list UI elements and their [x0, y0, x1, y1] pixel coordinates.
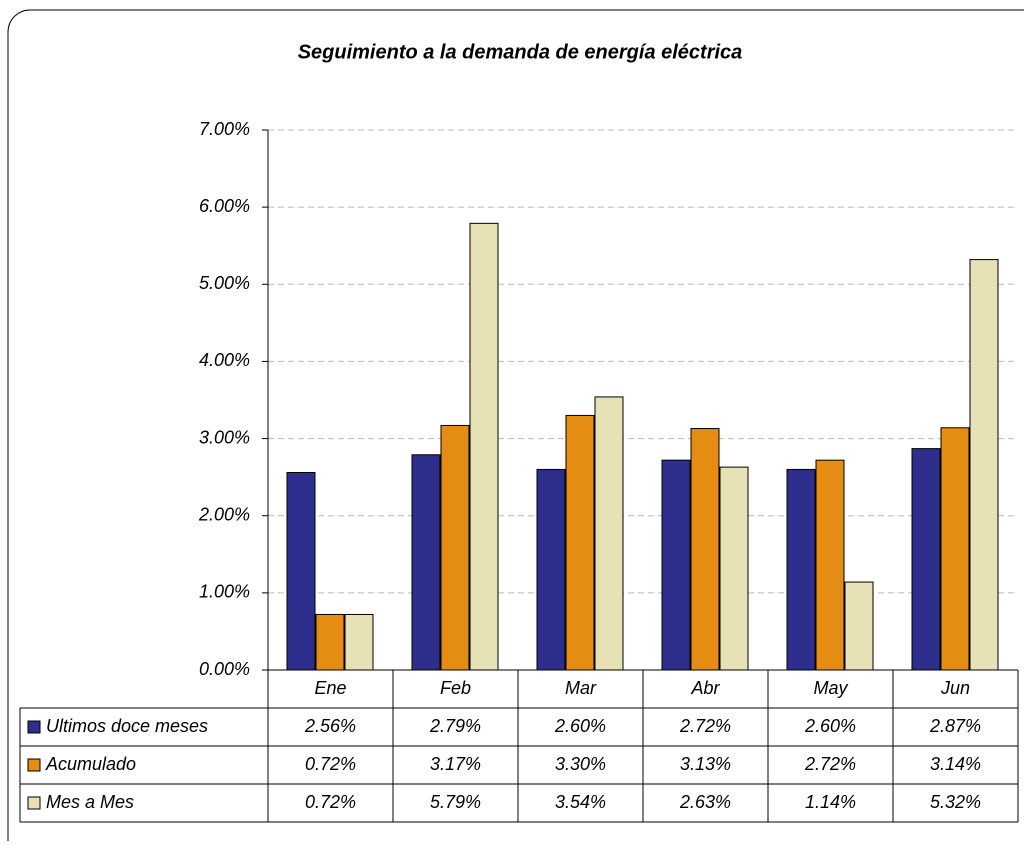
table-value: 5.32%: [930, 792, 981, 812]
legend-swatch: [27, 796, 41, 810]
bar: [594, 396, 624, 671]
y-tick-label: 3.00%: [199, 427, 250, 447]
chart-frame: [7, 9, 1024, 846]
y-tick-label: 0.00%: [199, 659, 250, 679]
x-tick-label: May: [813, 678, 848, 698]
table-value: 1.14%: [805, 792, 856, 812]
bar: [661, 459, 691, 671]
bar: [786, 468, 816, 671]
y-tick-label: 5.00%: [199, 273, 250, 293]
bar: [286, 472, 316, 671]
x-tick-label: Ene: [314, 678, 346, 698]
legend-label: Mes a Mes: [46, 792, 134, 812]
bar: [719, 466, 749, 671]
legend-label: Acumulado: [45, 754, 136, 774]
table-value: 0.72%: [305, 754, 356, 774]
bar: [911, 448, 941, 671]
x-tick-label: Feb: [440, 678, 471, 698]
table-value: 3.30%: [555, 754, 606, 774]
bar: [815, 459, 845, 671]
table-value: 2.56%: [304, 716, 356, 736]
table-value: 3.14%: [930, 754, 981, 774]
x-tick-label: Jun: [940, 678, 970, 698]
y-tick-label: 1.00%: [199, 582, 250, 602]
y-tick-label: 7.00%: [199, 119, 250, 139]
bar: [844, 581, 874, 671]
table-value: 2.60%: [554, 716, 606, 736]
table-value: 0.72%: [305, 792, 356, 812]
table-value: 2.79%: [429, 716, 481, 736]
bar: [315, 613, 345, 671]
bar: [940, 427, 970, 671]
table-value: 2.87%: [929, 716, 981, 736]
table-value: 3.17%: [430, 754, 481, 774]
bar: [969, 259, 999, 671]
legend-label: Ultimos doce meses: [46, 716, 208, 736]
y-tick-label: 4.00%: [199, 350, 250, 370]
bar: [565, 414, 595, 671]
legend-swatch: [27, 720, 41, 734]
legend-swatch: [27, 758, 41, 772]
chart-title: Seguimiento a la demanda de energía eléc…: [298, 41, 743, 63]
table-value: 3.13%: [680, 754, 731, 774]
y-tick-label: 2.00%: [198, 504, 250, 524]
bar: [440, 424, 470, 671]
table-value: 2.60%: [804, 716, 856, 736]
bar: [411, 454, 441, 671]
bar: [469, 222, 499, 671]
y-tick-label: 6.00%: [199, 196, 250, 216]
bar: [536, 468, 566, 671]
table-value: 5.79%: [430, 792, 481, 812]
table-value: 2.63%: [679, 792, 731, 812]
x-tick-label: Mar: [565, 678, 597, 698]
table-value: 2.72%: [804, 754, 856, 774]
table-value: 2.72%: [679, 716, 731, 736]
bar: [344, 613, 374, 671]
bar: [690, 428, 720, 671]
table-value: 3.54%: [555, 792, 606, 812]
x-tick-label: Abr: [690, 678, 720, 698]
